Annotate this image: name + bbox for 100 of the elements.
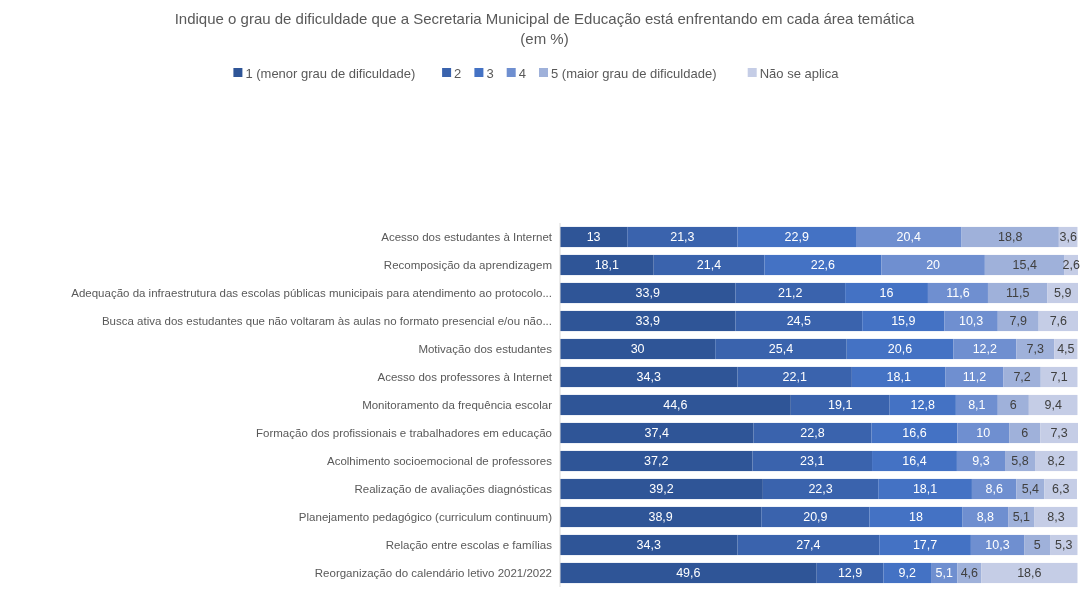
data-label: 8,1 [968,398,986,413]
data-label: 8,3 [1047,510,1065,525]
legend-label: 1 (menor grau de dificuldade) [245,66,416,81]
bar [851,366,946,388]
data-label: 10,3 [958,314,984,329]
bar [878,478,972,500]
bar [560,226,628,248]
y-tick-label: Motivação dos estudantes [418,343,553,356]
data-label: 49,6 [676,566,701,581]
bar [737,226,856,248]
bar [735,282,846,304]
bar [627,226,738,248]
y-tick-label: Realização de avaliações diagnósticas [354,483,553,496]
bar [869,506,963,528]
data-label: 10,3 [985,538,1010,553]
data-label: 19,1 [828,398,853,413]
data-label: 2,6 [1062,258,1080,273]
y-tick-label: Acolhimento socioemocional de professores [326,455,553,468]
data-label: 24,5 [786,314,812,329]
data-label: 39,2 [649,482,674,497]
data-label: 18,8 [998,230,1023,245]
data-label: 5,8 [1011,454,1029,469]
bar [560,338,716,360]
bar [927,282,988,304]
data-label: 12,2 [972,342,998,357]
y-tick-label: Acesso dos estudantes à Internet [381,231,553,244]
bar [560,450,753,472]
data-label: 15,4 [1012,258,1037,273]
bar [560,506,762,528]
bar [752,450,873,472]
data-label: 7,6 [1049,314,1068,329]
data-label: 34,3 [636,538,661,553]
data-label: 5 [1033,538,1041,553]
data-label: 20 [926,258,941,273]
data-label: 5,4 [1021,482,1040,497]
bar [961,226,1059,248]
bar [560,562,817,584]
bar [862,310,945,332]
bar [653,254,765,276]
y-tick-label: Reorganização do calendário letivo 2021/2022 [314,567,552,580]
bar [560,394,791,416]
data-label: 5,1 [935,566,953,581]
data-label: 37,2 [644,454,669,469]
data-label: 15,9 [891,314,916,329]
bar [997,394,1029,416]
data-label: 20,4 [896,230,921,245]
bar [953,338,1017,360]
data-label: 22,9 [784,230,809,245]
legend-label: 2 [454,66,462,81]
bar [997,310,1039,332]
data-label: 33,9 [635,286,660,301]
bar [957,422,1010,444]
data-label: 30 [630,342,645,357]
data-label: 27,4 [796,538,821,553]
bar [1003,366,1041,388]
bar [984,254,1065,276]
bar [872,450,957,472]
data-label: 5,9 [1054,286,1072,301]
data-label: 18,1 [886,370,911,385]
bar [845,282,928,304]
data-label: 4,5 [1057,342,1075,357]
data-label: 6 [1021,426,1029,441]
data-label: 10 [976,426,991,441]
bar [762,478,879,500]
data-label: 11,2 [962,370,987,385]
y-tick-label: Acesso dos professores à Internet [377,371,553,384]
bar [560,310,736,332]
data-label: 5,1 [1012,510,1031,525]
bar [889,394,956,416]
y-tick-label: Busca ativa dos estudantes que não voltaram às aulas no formato presencial e/ou não... [101,315,552,328]
bar [764,254,882,276]
y-tick-label: Adequação da infraestrutura das escolas públicas municipais para atendimento ao protocolo... [71,287,552,300]
bar [981,562,1078,584]
y-tick-label: Relação entre escolas e famílias [385,539,553,552]
bar [761,506,870,528]
bar [560,534,738,556]
legend-label: 4 [518,66,526,81]
y-tick-label: Recomposição da aprendizagem [383,259,552,272]
data-label: 7,3 [1026,342,1045,357]
y-tick-label: Monitoramento da frequência escolar [362,399,553,412]
data-label: 22,8 [800,426,825,441]
legend-label: Não se aplica [759,66,840,81]
data-label: 22,6 [810,258,836,273]
bar [753,422,872,444]
bar [1009,422,1041,444]
data-label: 18,1 [912,482,938,497]
data-label: 22,1 [782,370,807,385]
bar [856,226,962,248]
bar [737,534,880,556]
data-label: 34,3 [636,370,661,385]
data-label: 8,2 [1047,454,1065,469]
bar [881,254,985,276]
bar [883,562,932,584]
data-label: 8,6 [985,482,1003,497]
data-label: 44,6 [663,398,688,413]
data-label: 17,7 [912,538,938,553]
data-label: 16 [879,286,894,301]
data-label: 9,3 [972,454,990,469]
bar [560,478,763,500]
data-label: 6 [1009,398,1017,413]
